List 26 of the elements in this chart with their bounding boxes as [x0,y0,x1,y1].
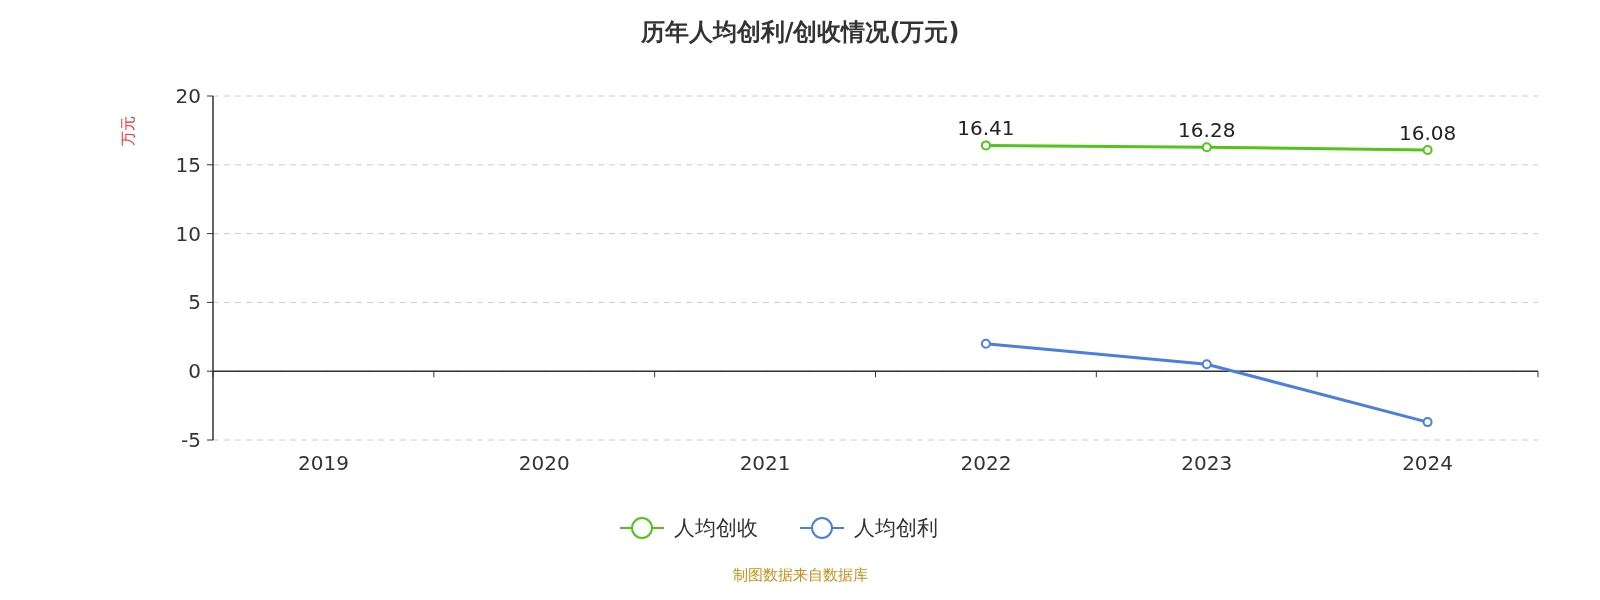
point [1201,359,1212,370]
data-label: 16.41 [957,116,1015,141]
x-tick-label: 2020 [518,451,570,475]
x-tick-label: 2024 [1402,451,1454,475]
y-tick-label: -5 [181,428,201,452]
chart-title: 历年人均创利/创收情况(万元) [639,18,960,46]
x-tick-label: 2019 [297,451,349,475]
x-tick-label: 2023 [1181,451,1233,475]
y-tick-label: 20 [175,84,201,108]
x-tick-label: 2022 [960,451,1012,475]
point [1422,144,1433,155]
text: 制图数据来自数据库 [732,566,868,584]
data-label: 16.08 [1398,120,1457,145]
y-axis-title: 万元 [119,116,137,146]
legend-label: 人均创收 [674,516,758,541]
data-label: 16.28 [1178,118,1236,143]
point [1422,417,1433,428]
y-tick-label: 15 [175,152,201,177]
legend-label: 人均创利 [854,516,938,541]
y-tick-label: 10 [175,221,201,246]
point [1201,142,1212,153]
point [980,338,991,349]
y-tick-label: 0 [188,359,201,384]
x-tick-label: 2021 [739,451,791,475]
y-tick-label: 5 [188,290,201,315]
point [980,140,991,151]
